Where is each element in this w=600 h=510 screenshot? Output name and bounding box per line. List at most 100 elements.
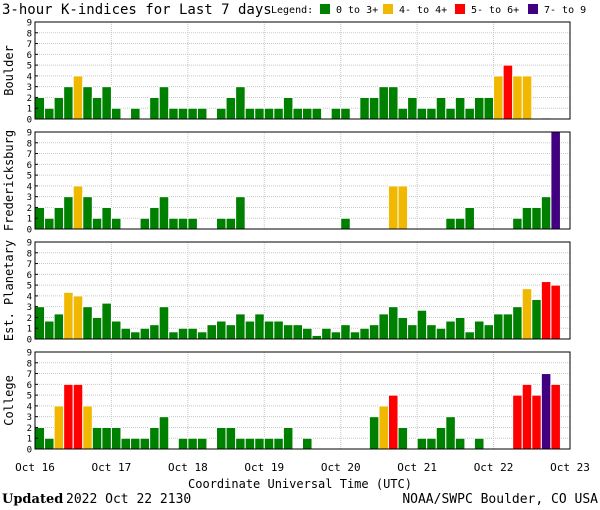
k-index-bar — [445, 320, 456, 340]
y-tick-label: 2 — [27, 424, 32, 434]
k-index-bar — [368, 96, 380, 120]
y-tick-label: 1 — [27, 215, 32, 225]
k-index-bar — [63, 291, 74, 340]
k-index-bar — [521, 288, 533, 340]
k-index-bar — [378, 313, 389, 340]
k-index-bar — [340, 217, 351, 230]
k-index-bar — [91, 316, 103, 340]
k-index-bar — [512, 75, 523, 120]
x-tick-label: Oct 16 — [15, 461, 55, 474]
k-index-bar — [359, 96, 370, 120]
y-tick-label: 8 — [27, 139, 32, 149]
k-index-bar — [63, 86, 74, 120]
y-tick-label: 4 — [27, 402, 32, 412]
k-index-bar — [34, 306, 46, 340]
k-index-bar — [445, 107, 456, 120]
k-index-bar — [378, 405, 389, 450]
panel-frame — [34, 21, 571, 120]
k-index-bar — [282, 324, 294, 340]
k-index-bar — [292, 324, 304, 340]
k-index-bar — [177, 327, 189, 340]
y-tick-label: 0 — [27, 446, 32, 456]
k-index-bar — [235, 437, 246, 450]
k-index-bar — [263, 437, 275, 450]
y-tick-label: 2 — [27, 204, 32, 214]
k-index-bar — [196, 437, 208, 450]
legend-swatch-0-3 — [320, 4, 330, 14]
y-tick-label: 0 — [27, 226, 32, 236]
k-index-bar — [387, 306, 399, 340]
k-index-bar — [521, 206, 533, 230]
k-index-bar — [63, 383, 74, 450]
k-index-bar — [263, 320, 275, 340]
k-index-bar — [321, 327, 332, 340]
k-index-bar — [110, 320, 122, 340]
k-index-bar — [225, 217, 237, 230]
k-index-bar — [416, 437, 428, 450]
k-index-bar — [149, 206, 160, 230]
k-index-bar — [531, 394, 542, 450]
y-tick-label: 7 — [27, 150, 32, 160]
k-index-bar — [110, 426, 122, 450]
k-index-bar — [82, 196, 93, 230]
y-tick-label: 6 — [27, 271, 32, 281]
k-index-bar — [311, 334, 323, 340]
k-index-bar — [216, 426, 227, 450]
k-index-bar — [158, 306, 170, 340]
k-index-bar — [273, 437, 284, 450]
k-index-bar — [512, 217, 523, 230]
k-index-bar — [493, 75, 504, 120]
k-index-bar — [177, 217, 189, 230]
k-index-bar — [387, 185, 399, 230]
k-index-bar — [235, 196, 246, 230]
k-index-bar — [225, 426, 237, 450]
k-index-bar — [91, 96, 103, 120]
k-index-bar — [149, 96, 160, 120]
k-index-bar — [340, 107, 351, 120]
k-index-bar — [550, 131, 561, 230]
y-tick-label: 6 — [27, 381, 32, 391]
k-index-bar — [235, 313, 246, 340]
y-tick-label: 7 — [27, 370, 32, 380]
k-index-bar — [168, 217, 179, 230]
k-index-bar — [454, 217, 466, 230]
k-index-bar — [130, 107, 141, 120]
k-index-bar — [502, 64, 514, 120]
k-index-bar — [149, 426, 160, 450]
k-index-bar — [196, 107, 208, 120]
legend-swatch-5-6 — [455, 4, 465, 14]
x-axis-label: Coordinate Universal Time (UTC) — [188, 477, 412, 491]
k-index-bar — [340, 324, 351, 340]
k-index-bar — [130, 437, 141, 450]
k-index-bar — [177, 107, 189, 120]
station-panels: 0123456789Boulder0123456789Fredericksbur… — [2, 19, 571, 456]
k-index-bar — [483, 324, 495, 340]
k-index-bar — [407, 324, 418, 340]
y-tick-label: 7 — [27, 260, 32, 270]
k-index-bar — [512, 394, 523, 450]
k-index-bar — [91, 217, 103, 230]
legend-text-7-9: 7- to 9 — [544, 5, 586, 16]
y-tick-label: 9 — [27, 239, 32, 249]
y-tick-label: 7 — [27, 40, 32, 50]
k-index-bar — [187, 217, 198, 230]
x-tick-label: Oct 21 — [397, 461, 437, 474]
legend-text-4: 4- to 4+ — [399, 5, 447, 16]
y-tick-label: 5 — [27, 282, 32, 292]
k-index-bar — [550, 284, 561, 340]
x-tick-label: Oct 18 — [168, 461, 208, 474]
k-index-bar — [158, 196, 170, 230]
k-index-bar — [177, 437, 189, 450]
k-index-bar — [397, 316, 409, 340]
k-index-bar — [101, 302, 112, 340]
station-label: Boulder — [2, 45, 16, 96]
k-index-bar — [397, 107, 409, 120]
k-index-bar — [435, 426, 447, 450]
chart-title: 3-hour K-indices for Last 7 days — [2, 2, 272, 18]
footer-source: NOAA/SWPC Boulder, CO USA — [402, 492, 598, 507]
k-index-bar — [53, 405, 65, 450]
k-index-bar — [435, 327, 447, 340]
legend-text-0-3: 0 to 3+ — [336, 5, 378, 16]
